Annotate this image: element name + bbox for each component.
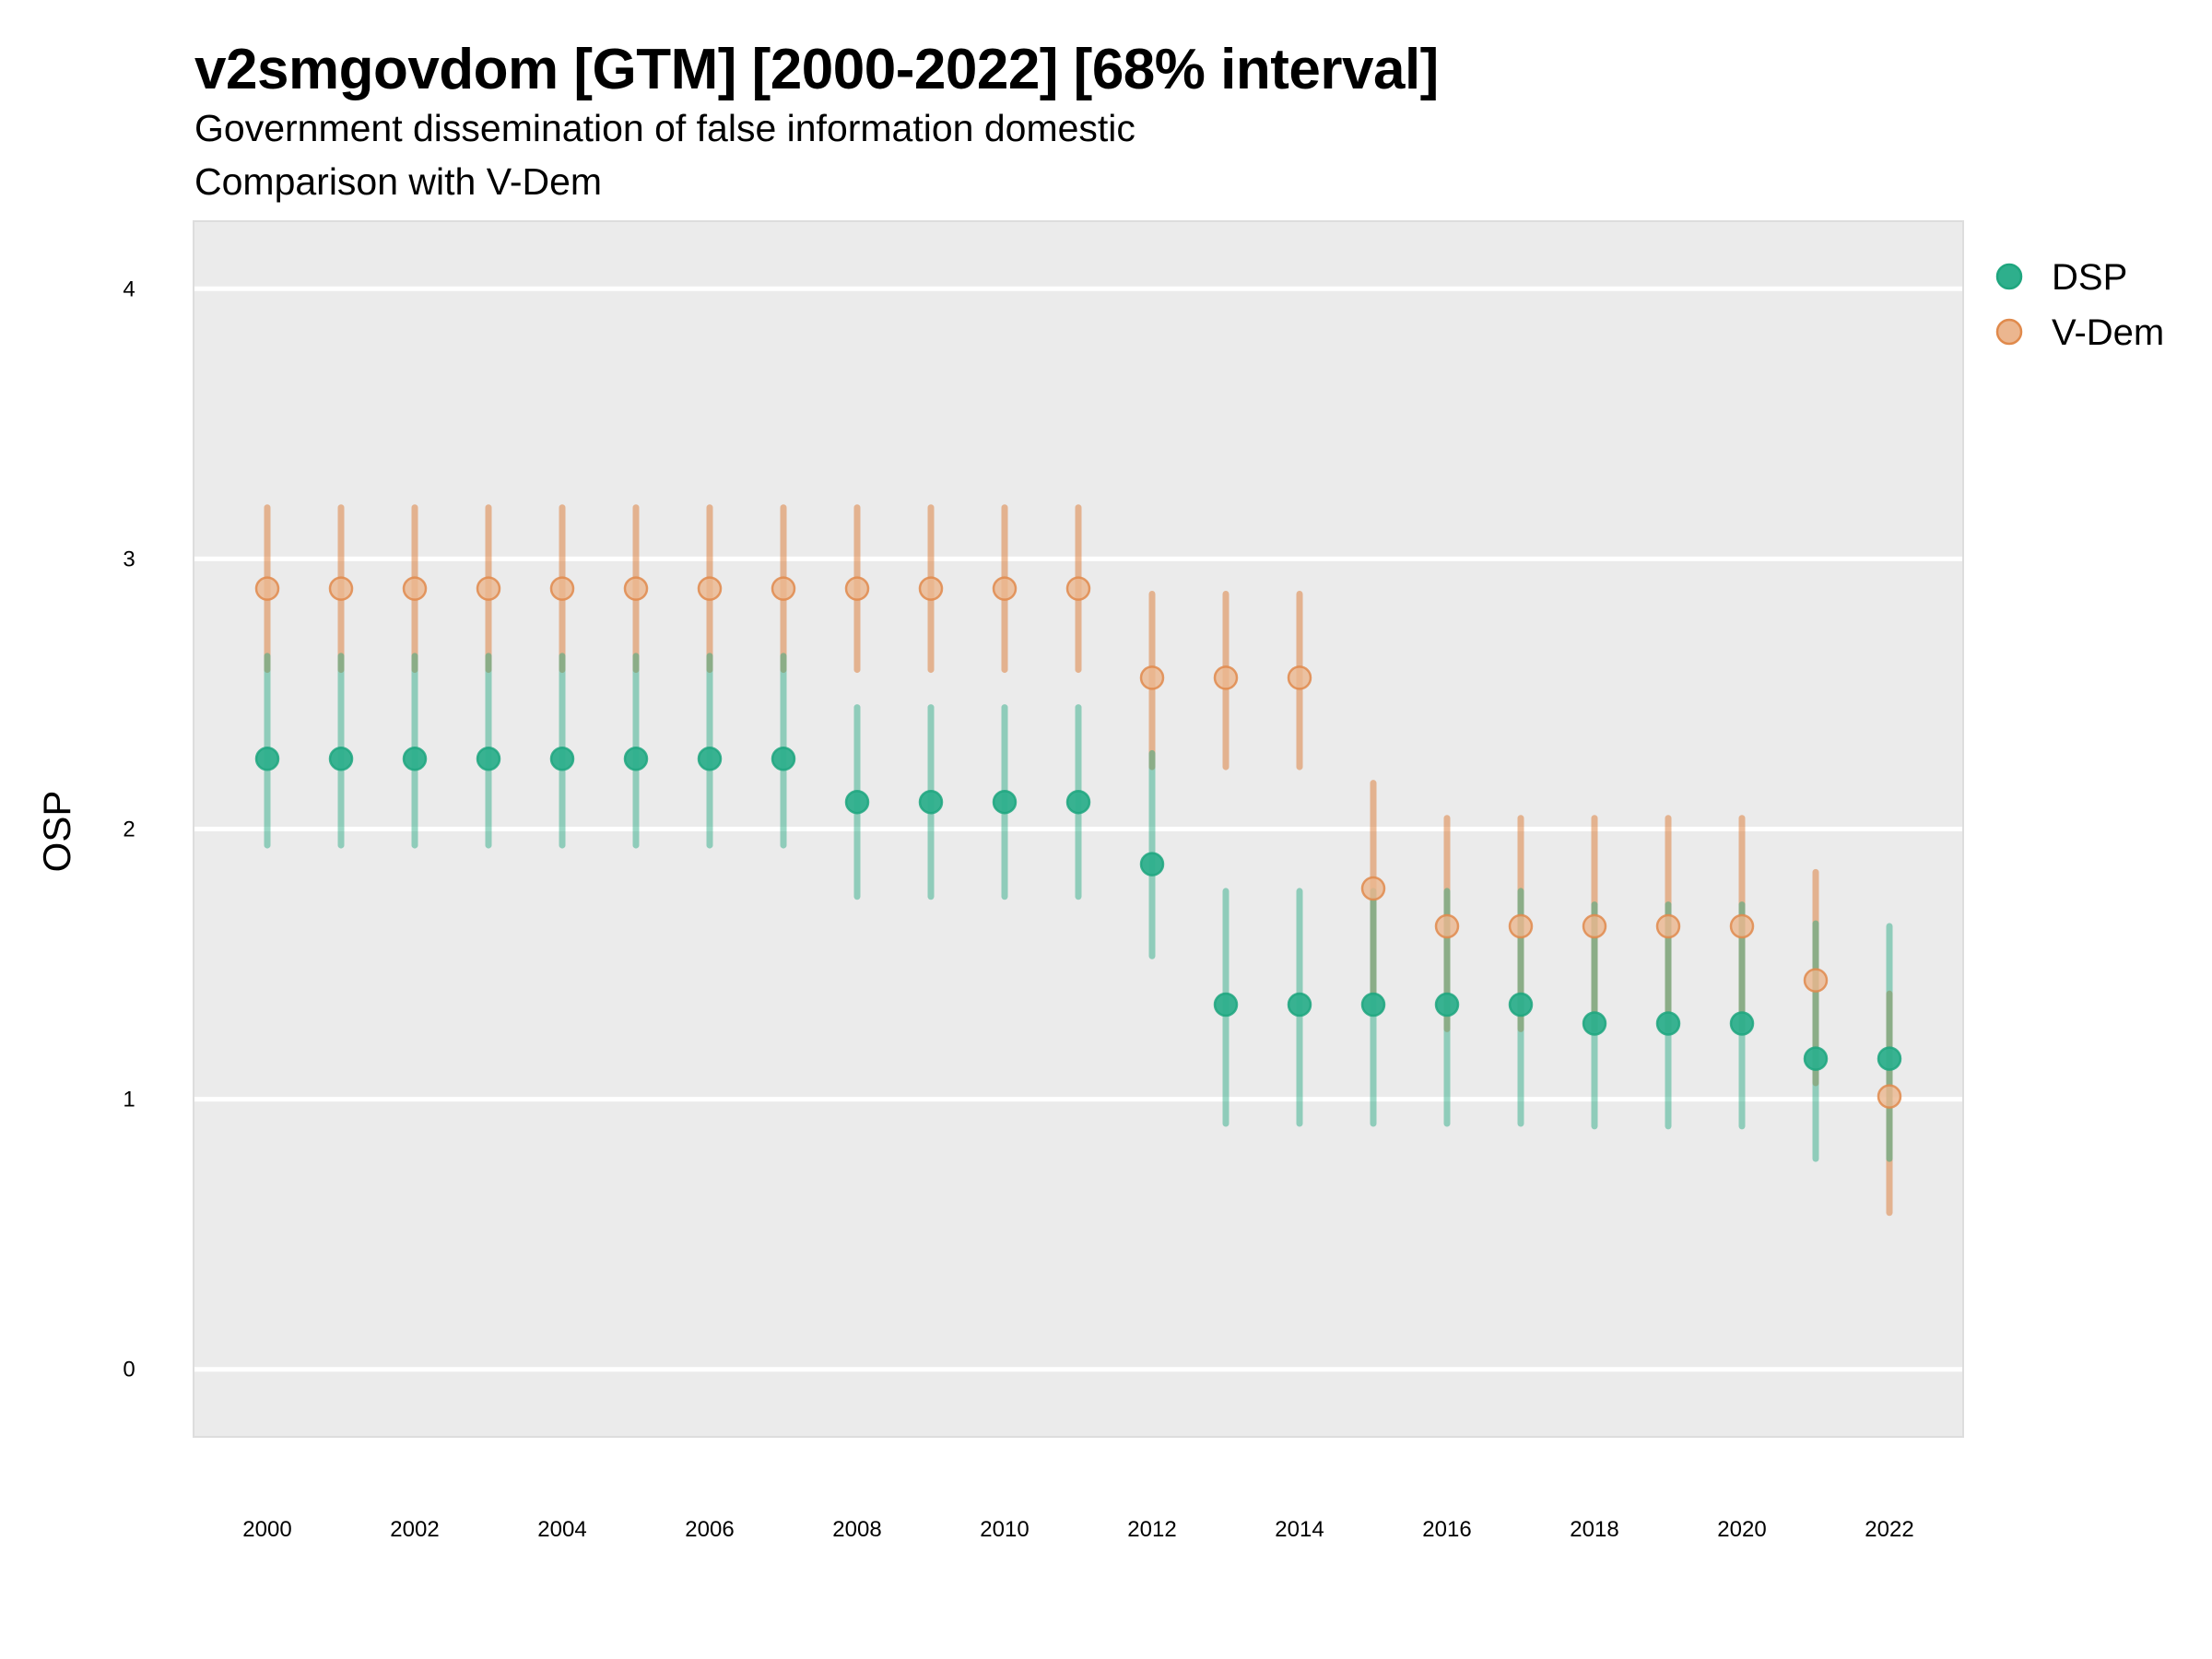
point-dsp-2003 xyxy=(476,747,501,771)
x-tick-label: 2014 xyxy=(1275,1517,1324,1542)
point-dsp-2016 xyxy=(1434,992,1460,1018)
legend-item-dsp[interactable]: DSP xyxy=(1995,257,2127,298)
point-dsp-2014 xyxy=(1287,992,1312,1018)
point-dsp-2010 xyxy=(992,789,1018,815)
y-tick-label: 0 xyxy=(123,1358,135,1382)
point-v-dem-2011 xyxy=(1065,576,1091,601)
point-dsp-2000 xyxy=(254,747,280,771)
legend-key-icon xyxy=(1995,263,2023,290)
point-v-dem-2015 xyxy=(1360,876,1386,901)
point-dsp-2021 xyxy=(1803,1046,1829,1071)
point-v-dem-2018 xyxy=(1582,913,1607,939)
point-dsp-2015 xyxy=(1360,992,1386,1018)
point-v-dem-2001 xyxy=(328,576,354,601)
point-dsp-2008 xyxy=(844,789,870,815)
x-tick-label: 2000 xyxy=(242,1517,291,1542)
point-dsp-2007 xyxy=(771,747,796,771)
point-dsp-2019 xyxy=(1655,1011,1681,1036)
point-v-dem-2020 xyxy=(1729,913,1755,939)
point-v-dem-2017 xyxy=(1508,913,1534,939)
point-v-dem-2012 xyxy=(1139,665,1165,690)
y-axis-ticks: 0 1 2 3 4 xyxy=(123,276,135,1382)
y-tick-label: 2 xyxy=(123,818,135,842)
point-dsp-2017 xyxy=(1508,992,1534,1018)
x-tick-label: 2022 xyxy=(1865,1517,1913,1542)
legend[interactable]: DSP V-Dem xyxy=(1995,257,2164,353)
point-v-dem-2010 xyxy=(992,576,1018,601)
point-v-dem-2005 xyxy=(623,576,649,601)
point-v-dem-2013 xyxy=(1213,665,1239,690)
legend-key-icon xyxy=(1995,318,2023,346)
x-tick-label: 2002 xyxy=(390,1517,439,1542)
legend-label: V-Dem xyxy=(2052,312,2164,353)
x-tick-label: 2016 xyxy=(1422,1517,1471,1542)
y-tick-label: 4 xyxy=(123,276,135,301)
x-tick-label: 2018 xyxy=(1570,1517,1618,1542)
point-dsp-2001 xyxy=(328,747,354,771)
x-tick-label: 2008 xyxy=(832,1517,881,1542)
point-dsp-2012 xyxy=(1139,852,1165,877)
point-v-dem-2002 xyxy=(402,576,428,601)
point-dsp-2005 xyxy=(623,747,649,771)
chart-title: v2smgovdom [GTM] [2000-2022] [68% interv… xyxy=(194,38,1439,101)
chart-subtitle-line-2: Comparison with V-Dem xyxy=(194,160,603,203)
point-dsp-2002 xyxy=(402,747,428,771)
chart-subtitle-line-1: Government dissemination of false inform… xyxy=(194,107,1135,149)
point-v-dem-2022 xyxy=(1877,1084,1902,1109)
point-dsp-2011 xyxy=(1065,789,1091,815)
point-dsp-2013 xyxy=(1213,992,1239,1018)
legend-item-v-dem[interactable]: V-Dem xyxy=(1995,312,2164,353)
point-v-dem-2009 xyxy=(918,576,944,601)
point-v-dem-2003 xyxy=(476,576,501,601)
y-axis-title: OSP xyxy=(35,791,78,873)
point-v-dem-2008 xyxy=(844,576,870,601)
point-v-dem-2014 xyxy=(1287,665,1312,690)
point-v-dem-2007 xyxy=(771,576,796,601)
point-dsp-2006 xyxy=(697,747,723,771)
point-v-dem-2019 xyxy=(1655,913,1681,939)
legend-label: DSP xyxy=(2052,257,2127,298)
point-dsp-2020 xyxy=(1729,1011,1755,1036)
point-v-dem-2016 xyxy=(1434,913,1460,939)
point-dsp-2009 xyxy=(918,789,944,815)
point-dsp-2004 xyxy=(549,747,575,771)
point-v-dem-2006 xyxy=(697,576,723,601)
point-v-dem-2021 xyxy=(1803,968,1829,993)
x-tick-label: 2020 xyxy=(1717,1517,1766,1542)
x-tick-label: 2010 xyxy=(980,1517,1029,1542)
point-v-dem-2004 xyxy=(549,576,575,601)
y-tick-label: 3 xyxy=(123,547,135,571)
x-tick-label: 2004 xyxy=(537,1517,586,1542)
point-dsp-2018 xyxy=(1582,1011,1607,1036)
y-tick-label: 1 xyxy=(123,1088,135,1112)
point-v-dem-2000 xyxy=(254,576,280,601)
x-axis-ticks: 2000 2002 2004 2006 2008 2010 2012 2014 2016 2018… xyxy=(242,1517,1913,1542)
x-tick-label: 2012 xyxy=(1127,1517,1176,1542)
x-tick-label: 2006 xyxy=(685,1517,734,1542)
point-dsp-2022 xyxy=(1877,1046,1902,1071)
data-points xyxy=(254,576,1902,1109)
